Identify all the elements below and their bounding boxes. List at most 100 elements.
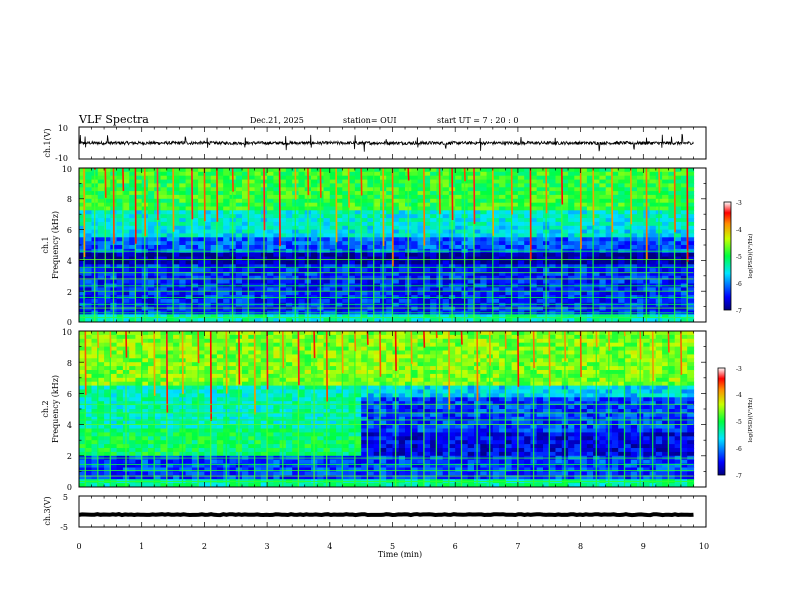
spectrogram-cell — [85, 409, 93, 414]
spectrogram-cell — [398, 298, 406, 304]
spectrogram-cell — [637, 229, 644, 235]
spectrogram-cell — [624, 256, 632, 262]
spectrogram-cell — [486, 275, 494, 281]
spectrogram-cell — [154, 393, 162, 398]
spectrogram-cell — [216, 298, 224, 304]
spectrogram-cell — [411, 291, 419, 296]
spectrogram-cell — [342, 191, 350, 196]
spectrogram-cell — [536, 260, 544, 265]
spectrogram-cell — [580, 256, 588, 262]
spectrogram-cell — [618, 279, 626, 285]
spectrogram-cell — [637, 218, 644, 223]
spectrogram-cell — [204, 241, 212, 246]
spectrogram-cell — [160, 194, 168, 200]
spectrogram-cell — [392, 314, 400, 319]
spectrogram-cell — [618, 168, 626, 173]
spectrogram-cell — [91, 370, 99, 375]
spectrogram-cell — [624, 314, 632, 319]
spectrogram-cell — [398, 214, 406, 219]
spectrogram-cell — [122, 271, 130, 277]
spectrogram-cell — [549, 252, 557, 258]
spectrogram-cell — [574, 202, 582, 208]
spectrogram-cell — [612, 191, 619, 196]
spectrogram-cell — [442, 175, 450, 181]
spectrogram-cell — [185, 459, 193, 465]
spectrogram-cell — [430, 275, 437, 281]
spectrogram-cell — [148, 179, 155, 185]
spectrogram-cell — [235, 256, 243, 262]
spectrogram-cell — [649, 298, 657, 304]
spectrogram-cell — [486, 206, 494, 211]
spectrogram-cell — [687, 191, 695, 196]
spectrogram-cell — [398, 198, 406, 204]
spectrogram-cell — [649, 191, 657, 196]
spectrogram-cell — [79, 370, 86, 375]
spectrogram-cell — [530, 210, 538, 215]
ch1-colorbar-label: log(PSD)(V²/Hz) — [747, 234, 754, 279]
spectrogram-cell — [486, 168, 494, 173]
spectrogram-cell — [680, 287, 688, 292]
spectrogram-cell — [580, 171, 588, 177]
spectrogram-cell — [148, 287, 155, 292]
spectrogram-cell — [530, 175, 538, 181]
spectrogram-cell — [348, 256, 356, 262]
spectrogram-cell — [348, 214, 356, 219]
spectrogram-cell — [116, 354, 124, 359]
spectrogram-cell — [191, 218, 199, 223]
spectrogram-cell — [536, 245, 544, 250]
spectrogram-cell — [511, 306, 519, 312]
spectrogram-cell — [110, 432, 118, 437]
spectrogram-cell — [85, 334, 93, 340]
spectrogram-cell — [624, 191, 632, 196]
spectrogram-cell — [599, 241, 607, 246]
spectrogram-cell — [223, 225, 231, 231]
spectrogram-cell — [492, 179, 500, 185]
spectrogram-cell — [104, 405, 111, 410]
spectrogram-cell — [517, 202, 525, 208]
spectrogram-cell — [198, 252, 205, 258]
spectrogram-cell — [129, 183, 137, 188]
spectrogram-cell — [398, 179, 406, 185]
spectrogram-cell — [179, 198, 187, 204]
spectrogram-cell — [85, 475, 93, 480]
spectrogram-cell — [166, 271, 174, 277]
spectrogram-cell — [204, 183, 212, 188]
spectrogram-cell — [135, 428, 143, 433]
spectrogram-cell — [662, 287, 669, 292]
spectrogram-cell — [586, 206, 594, 211]
spectrogram-cell — [517, 214, 525, 219]
spectrogram-cell — [474, 314, 481, 319]
spectrogram-cell — [524, 252, 532, 258]
spectrogram-cell — [116, 362, 124, 367]
spectrogram-cell — [160, 287, 168, 292]
spectrogram-cell — [348, 221, 356, 227]
spectrogram-cell — [499, 287, 506, 292]
spectrogram-cell — [329, 275, 337, 281]
spectrogram-cell — [97, 350, 105, 355]
spectrogram-cell — [668, 194, 676, 200]
spectrogram-cell — [129, 432, 137, 437]
spectrogram-cell — [110, 467, 118, 472]
spectrogram-cell — [474, 291, 481, 296]
spectrogram-cell — [511, 291, 519, 296]
spectrogram-cell — [680, 229, 688, 235]
spectrogram-cell — [624, 264, 632, 269]
spectrogram-event-peak — [463, 168, 466, 182]
spectrogram-cell — [97, 187, 105, 192]
spectrogram-cell — [311, 279, 318, 285]
spectrogram-cell — [549, 264, 557, 269]
spectrogram-cell — [342, 237, 350, 242]
spectrogram-cell — [79, 302, 86, 308]
spectrogram-cell — [185, 409, 193, 414]
spectrogram-cell — [267, 271, 274, 277]
spectrogram-cell — [267, 302, 274, 308]
spectrogram-cell — [242, 218, 249, 223]
spectrogram-cell — [561, 206, 569, 211]
spectrogram-cell — [593, 194, 600, 200]
spectrogram-cell — [129, 444, 137, 449]
spectrogram-cell — [148, 225, 155, 231]
spectrogram-cell — [524, 268, 532, 273]
spectrogram-cell — [79, 314, 86, 319]
spectrogram-cell — [361, 237, 369, 242]
spectrogram-cell — [273, 194, 281, 200]
